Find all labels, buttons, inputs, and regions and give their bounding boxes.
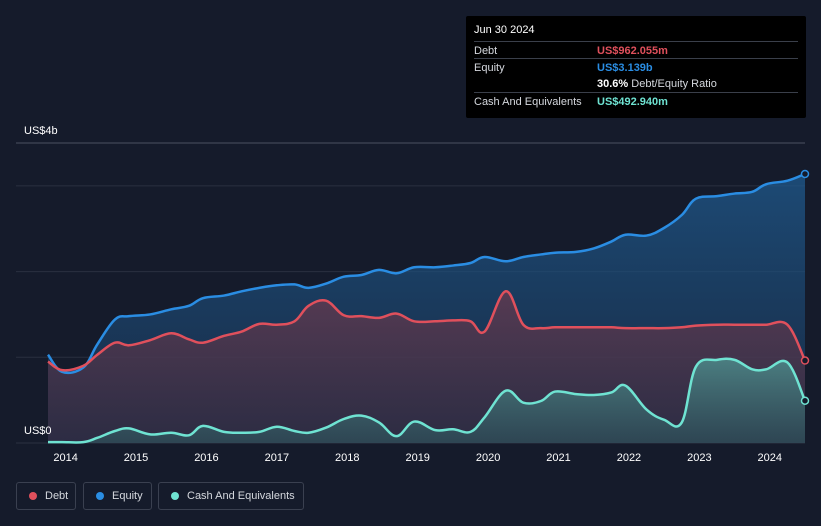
x-tick-label: 2016 xyxy=(194,452,218,464)
series-areas xyxy=(48,173,805,443)
tooltip-ratio: 30.6% Debt/Equity Ratio xyxy=(597,78,717,90)
legend-equity-toggle[interactable]: Equity xyxy=(83,482,152,510)
x-tick-label: 2018 xyxy=(335,452,359,464)
x-tick-label: 2023 xyxy=(687,452,711,464)
tooltip-debt-row: Debt US$962.055m xyxy=(474,41,798,59)
tooltip-cash-value: US$492.940m xyxy=(597,96,668,108)
cash-line xyxy=(47,357,807,444)
cash-end-marker[interactable] xyxy=(800,396,810,405)
end-markers xyxy=(800,169,810,405)
y-axis-bottom-label: US$0 xyxy=(24,425,52,437)
x-tick-label: 2021 xyxy=(546,452,570,464)
tooltip-ratio-label: Debt/Equity Ratio xyxy=(631,78,717,90)
tooltip-debt-value: US$962.055m xyxy=(597,45,668,57)
tooltip-debt-label: Debt xyxy=(474,45,498,57)
tooltip-cash-label: Cash And Equivalents xyxy=(474,96,582,108)
x-tick-label: 2020 xyxy=(476,452,500,464)
x-tick-label: 2014 xyxy=(53,452,77,464)
tooltip-date: Jun 30 2024 xyxy=(474,24,535,36)
data-tooltip: Jun 30 2024 Debt US$962.055m Equity US$3… xyxy=(466,16,806,118)
debt-dot-icon xyxy=(29,492,37,500)
tooltip-ratio-value: 30.6% xyxy=(597,78,629,90)
equity-dot-icon xyxy=(96,492,104,500)
x-tick-label: 2022 xyxy=(617,452,641,464)
debt-line xyxy=(47,290,807,372)
debt-end-marker[interactable] xyxy=(800,356,810,365)
cash-area xyxy=(48,358,805,443)
legend-debt-label: Debt xyxy=(45,490,69,502)
tooltip-equity-row: Equity US$3.139b xyxy=(474,58,798,76)
legend-cash-label: Cash And Equivalents xyxy=(187,490,295,502)
y-axis-top-label: US$4b xyxy=(24,125,58,137)
tooltip-cash-row: Cash And Equivalents US$492.940m xyxy=(474,92,798,110)
legend-cash-toggle[interactable]: Cash And Equivalents xyxy=(158,482,304,510)
legend-equity-label: Equity xyxy=(112,490,143,502)
series-lines xyxy=(46,172,807,444)
x-tick-label: 2015 xyxy=(124,452,148,464)
equity-line xyxy=(46,172,806,375)
tooltip-equity-value: US$3.139b xyxy=(597,62,653,74)
equity-end-marker[interactable] xyxy=(800,169,810,179)
legend-debt-toggle[interactable]: Debt xyxy=(16,482,76,510)
x-tick-label: 2017 xyxy=(265,452,289,464)
tooltip-equity-label: Equity xyxy=(474,62,505,74)
cash-dot-icon xyxy=(171,492,179,500)
x-tick-label: 2019 xyxy=(405,452,429,464)
x-axis-ticks: 2014 2015 2016 2017 2018 2019 2020 2021 2022 2023… xyxy=(53,452,782,464)
tooltip-ratio-row: 30.6% Debt/Equity Ratio xyxy=(474,75,798,92)
x-tick-label: 2024 xyxy=(758,452,782,464)
